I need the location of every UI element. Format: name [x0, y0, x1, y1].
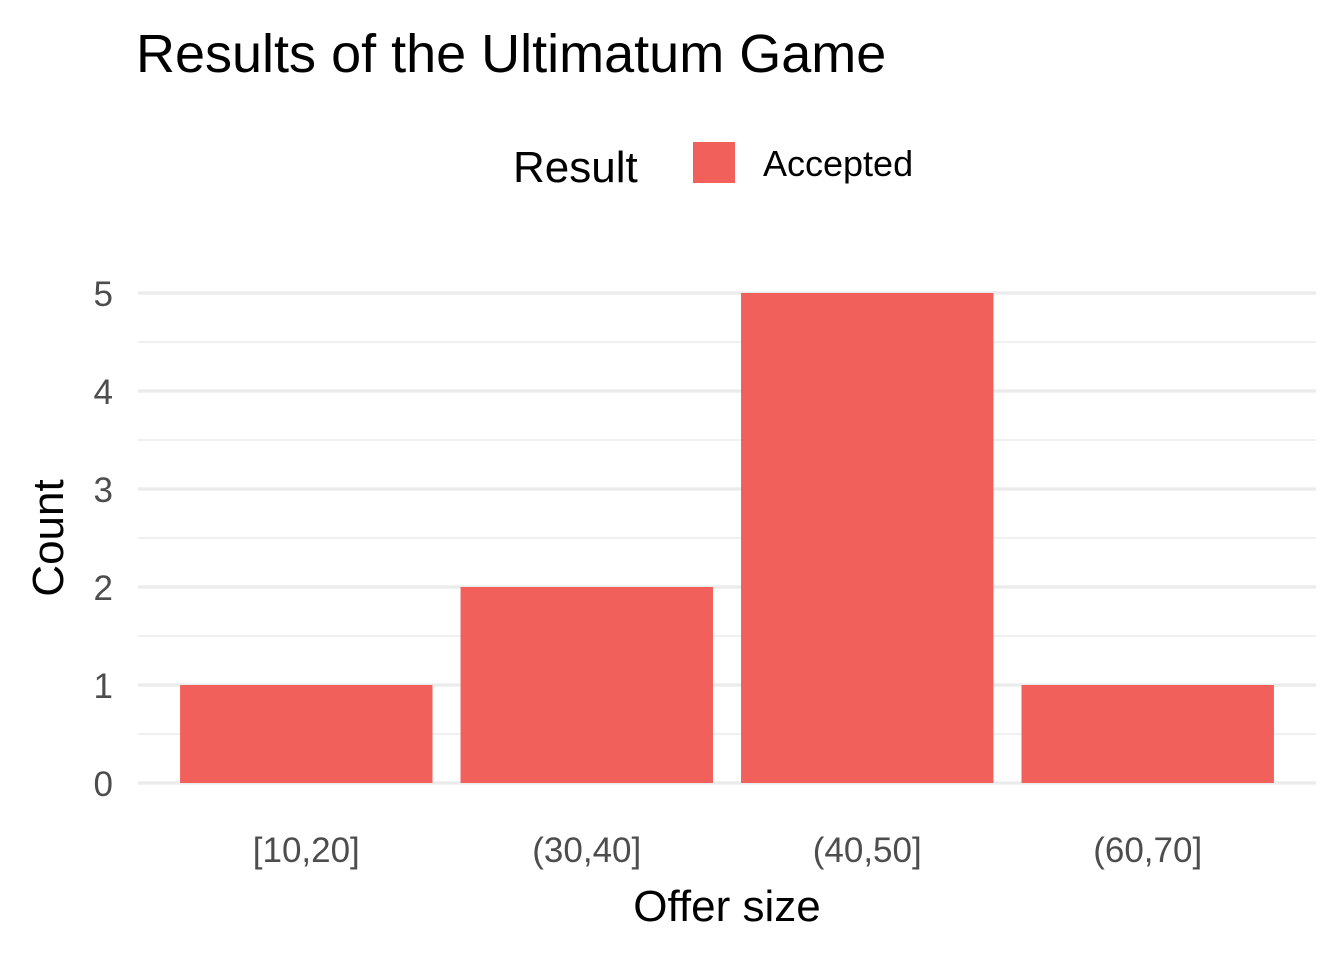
y-tick-label: 2 [94, 569, 113, 608]
bar-1 [460, 587, 713, 783]
x-tick-label: (60,70] [1093, 831, 1202, 870]
x-tick-label: (40,50] [813, 831, 922, 870]
y-tick-label: 5 [94, 275, 113, 314]
x-tick-label: [10,20] [253, 831, 360, 870]
y-tick-label: 3 [94, 471, 113, 510]
y-axis-label: Count [24, 479, 73, 596]
bar-3 [1021, 685, 1274, 783]
x-axis-label: Offer size [633, 882, 820, 931]
bar-2 [741, 293, 994, 783]
y-tick-label: 1 [94, 667, 113, 706]
y-tick-label: 4 [94, 373, 113, 412]
legend-title: Result [513, 143, 638, 192]
x-tick-label: (30,40] [532, 831, 641, 870]
legend-label-accepted: Accepted [763, 143, 913, 184]
x-tick-labels: [10,20] (30,40] (40,50] (60,70] [253, 831, 1202, 870]
y-tick-labels: 0 1 2 3 4 5 [94, 275, 113, 804]
legend-swatch-accepted [693, 142, 735, 183]
chart-title: Results of the Ultimatum Game [136, 24, 886, 84]
bars [180, 293, 1274, 783]
y-tick-label: 0 [94, 765, 113, 804]
bar-0 [180, 685, 433, 783]
